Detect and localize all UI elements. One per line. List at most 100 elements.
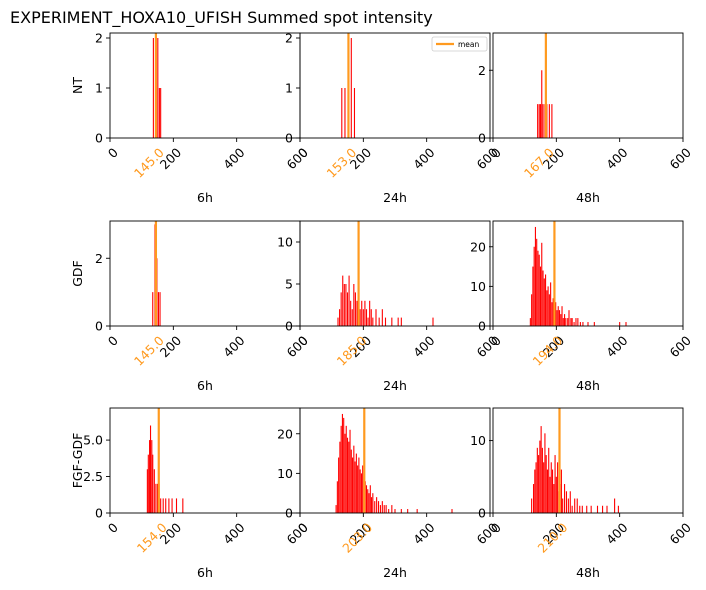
histogram-bar (338, 457, 340, 513)
histogram-bar (542, 270, 544, 326)
histogram-bar (541, 447, 543, 513)
histogram-bar (565, 318, 567, 326)
histogram-bar (541, 70, 543, 138)
axes-frame (492, 32, 684, 139)
histogram-bar (581, 505, 583, 513)
y-tick-label: 0 (478, 506, 486, 521)
histogram-bar (381, 501, 383, 513)
histogram-bar (538, 254, 540, 326)
figure-title: EXPERIMENT_HOXA10_UFISH Summed spot inte… (10, 8, 433, 27)
histogram-bar (550, 462, 552, 513)
histogram-bar (531, 294, 533, 326)
histogram-bar (556, 310, 558, 326)
y-tick-label: 0 (95, 319, 103, 334)
histogram-bar (355, 453, 357, 513)
y-tick-label: 20 (470, 239, 486, 254)
y-tick-label: 2 (95, 251, 103, 266)
y-tick-label: 0 (285, 506, 293, 521)
histogram-bar (340, 425, 342, 513)
histogram-bar (341, 88, 343, 138)
histogram-bar (151, 440, 153, 513)
x-axis-label: 48h (576, 378, 600, 393)
histogram-bar (539, 266, 542, 326)
histogram-bar (354, 461, 356, 513)
histogram-bar (545, 274, 547, 326)
histogram-bar (350, 449, 352, 513)
histogram-bar (562, 498, 564, 513)
histogram-bar (540, 426, 542, 513)
histogram-bar (546, 290, 548, 326)
y-tick-label: 10 (277, 235, 293, 250)
histogram-bar (182, 498, 184, 513)
histogram-bar (562, 318, 564, 326)
histogram-bar (391, 317, 393, 326)
histogram-bar (369, 300, 371, 326)
histogram-bar (370, 309, 372, 326)
histogram-bar (152, 292, 154, 326)
x-axis-label: 6h (197, 565, 213, 580)
x-axis-label: 24h (383, 378, 407, 393)
histogram-bar (573, 322, 575, 326)
histogram-bar (533, 246, 535, 326)
histogram-bar (560, 469, 562, 513)
histogram-bar (550, 282, 552, 326)
x-tick-label: 0 (105, 145, 121, 161)
histogram-bar (155, 483, 157, 513)
histogram-bar (557, 462, 559, 513)
histogram-bar (353, 284, 355, 326)
y-axis-label: NT (70, 77, 85, 94)
histogram-bar (157, 292, 159, 326)
histogram-bar (388, 509, 390, 513)
histogram-bar (548, 447, 550, 513)
y-tick-label: 2 (285, 31, 293, 46)
histogram-bar (531, 498, 533, 513)
histogram-bar (543, 278, 545, 326)
histogram-bar (391, 505, 393, 513)
histogram-bar (587, 322, 589, 326)
y-tick-label: 5 (285, 277, 293, 292)
axes-frame (109, 407, 301, 514)
histogram-bar (353, 88, 356, 138)
x-tick-label: 400 (410, 333, 438, 361)
histogram-bar (162, 498, 164, 513)
y-tick-label: 1 (285, 81, 293, 96)
histogram-bar (575, 318, 577, 326)
histogram-bar (352, 457, 354, 513)
histogram-bar (564, 314, 566, 326)
histogram-bar (362, 465, 364, 513)
histogram-bar (555, 302, 557, 326)
histogram-bar (345, 425, 347, 513)
histogram-bar (337, 317, 339, 326)
x-axis-label: 24h (383, 190, 407, 205)
histogram-bar (359, 309, 361, 326)
histogram-bar (567, 318, 569, 326)
histogram-bar (350, 300, 352, 326)
histogram-bar (538, 455, 540, 513)
histogram-bar (558, 310, 561, 326)
histogram-bar (606, 505, 608, 513)
histogram-bar (534, 226, 536, 326)
y-axis-label: FGF-GDF (70, 433, 85, 489)
histogram-bar (339, 309, 341, 326)
histogram-bar (574, 498, 576, 513)
x-tick-label: 0 (105, 333, 121, 349)
histogram-bar (358, 457, 360, 513)
histogram-bar (551, 469, 554, 513)
histogram-bar (546, 469, 549, 513)
histogram-bar (614, 498, 616, 513)
x-tick-label: 400 (410, 145, 438, 173)
y-tick-label: 2.5 (83, 469, 103, 484)
histogram-bar (361, 300, 363, 326)
histogram-bar (543, 462, 545, 513)
histogram-bar (579, 322, 581, 326)
x-tick-label: 600 (666, 145, 694, 173)
histogram-bar (416, 509, 418, 513)
histogram-bar (397, 317, 399, 326)
histogram-bar (541, 242, 543, 326)
x-tick-label: 600 (666, 520, 694, 548)
